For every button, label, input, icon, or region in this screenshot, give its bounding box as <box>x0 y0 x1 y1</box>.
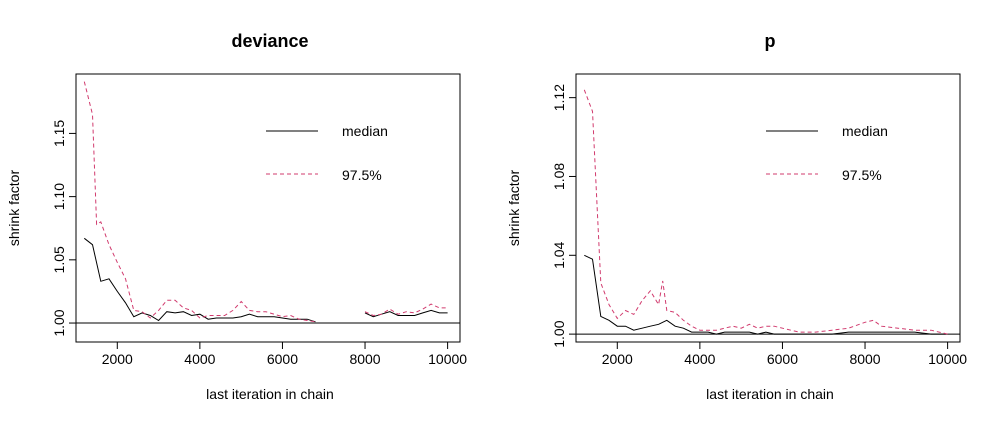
x-tick-label: 8000 <box>349 351 380 367</box>
series-layer <box>83 81 448 323</box>
y-tick-label: 1.00 <box>551 320 567 347</box>
legend: median 97.5% <box>266 123 388 183</box>
series-line-97.5 <box>583 89 948 335</box>
y-tick-label: 1.10 <box>51 183 67 210</box>
deviance-panel: deviance last iteration in chain shrink … <box>6 31 467 402</box>
chart-title: p <box>765 31 776 51</box>
y-axis-ticks: 1.00 1.05 1.10 1.15 <box>51 120 77 337</box>
x-tick-label: 2000 <box>602 351 633 367</box>
y-tick-label: 1.12 <box>551 84 567 111</box>
x-tick-label: 6000 <box>267 351 298 367</box>
legend-median-label: median <box>842 123 888 139</box>
x-tick-label: 10000 <box>428 351 467 367</box>
legend: median 97.5% <box>766 123 888 183</box>
x-tick-label: 10000 <box>928 351 967 367</box>
plot-frame <box>575 73 961 343</box>
y-axis-ticks: 1.00 1.04 1.08 1.12 <box>551 84 577 348</box>
series-line-median <box>584 254 948 335</box>
x-axis-ticks: 2000 4000 6000 8000 10000 <box>602 341 967 367</box>
legend-97.5-label: 97.5% <box>842 167 882 183</box>
y-tick-label: 1.08 <box>551 163 567 190</box>
legend-97.5-label: 97.5% <box>342 167 382 183</box>
y-tick-label: 1.05 <box>51 246 67 273</box>
y-axis-label: shrink factor <box>6 170 22 247</box>
plot-frame <box>75 73 461 343</box>
x-tick-label: 4000 <box>184 351 215 367</box>
x-axis-label: last iteration in chain <box>706 386 834 402</box>
series-layer <box>583 89 948 335</box>
y-tick-label: 1.15 <box>51 120 67 147</box>
x-tick-label: 2000 <box>102 351 133 367</box>
y-tick-label: 1.04 <box>551 241 567 268</box>
x-tick-label: 6000 <box>767 351 798 367</box>
chart-title: deviance <box>231 31 308 51</box>
x-axis-label: last iteration in chain <box>206 386 334 402</box>
x-tick-label: 4000 <box>684 351 715 367</box>
y-axis-label: shrink factor <box>506 170 522 247</box>
x-axis-ticks: 2000 4000 6000 8000 10000 <box>102 341 467 367</box>
series-line-median <box>83 237 448 323</box>
p-panel: p last iteration in chain shrink factor … <box>506 31 967 402</box>
x-tick-label: 8000 <box>849 351 880 367</box>
series-line-97.5 <box>83 81 448 323</box>
y-tick-label: 1.00 <box>51 309 67 336</box>
legend-median-label: median <box>342 123 388 139</box>
